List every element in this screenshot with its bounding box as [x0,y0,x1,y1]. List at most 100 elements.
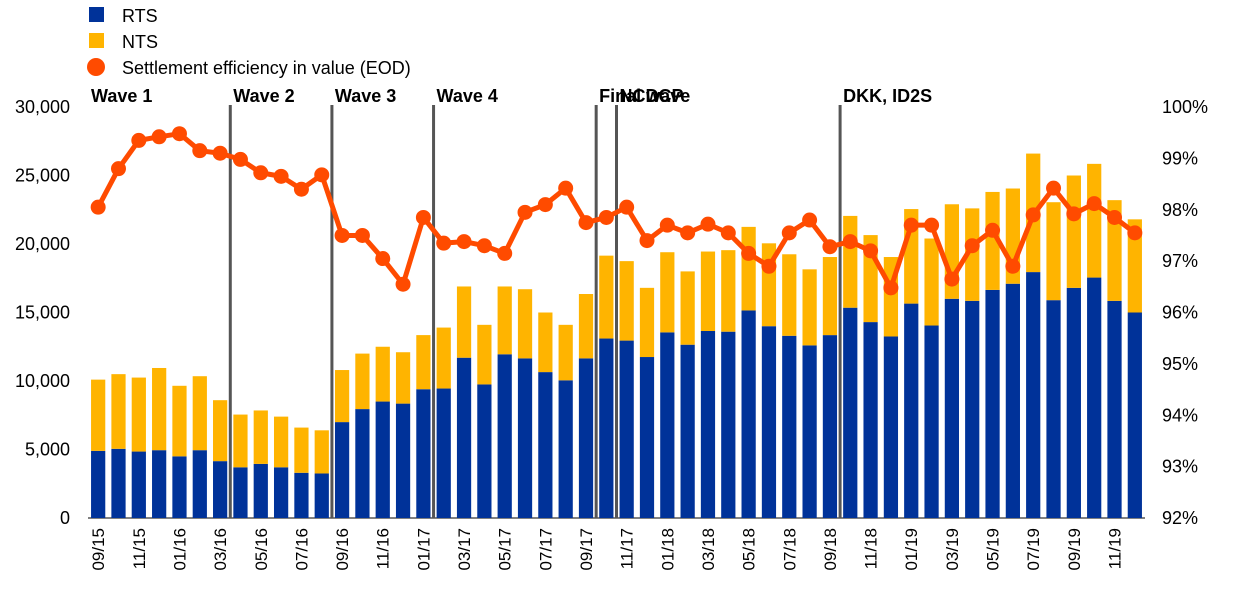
nts-bar [273,416,289,468]
efficiency-point [741,245,757,261]
rts-bar [721,331,736,518]
x-tick-label: 09/17 [577,528,596,571]
nts-bar [152,367,167,451]
efficiency-point [90,199,106,215]
y-left-tick-label: 0 [60,508,70,528]
nts-bar [822,257,838,336]
rts-bar [233,467,248,518]
nts-bar [965,208,980,301]
event-label: Wave 4 [437,86,498,106]
efficiency-point [110,161,126,177]
x-tick-label: 11/15 [130,528,149,569]
rts-bar [334,422,350,518]
nts-bar [334,370,350,423]
efficiency-point [619,199,635,215]
nts-bar [294,427,309,473]
nts-bar [1046,202,1061,301]
y-right-tick-label: 93% [1162,457,1198,477]
efficiency-point [761,258,777,274]
bars [91,153,1142,518]
rts-bar [1107,300,1122,518]
rts-bar [944,298,960,518]
rts-bar [924,325,939,518]
nts-bar [619,261,634,341]
x-tick-label: 09/16 [333,528,352,571]
rts-bar [172,456,187,518]
nts-bar [172,385,187,457]
efficiency-point [578,215,594,231]
nts-bar [192,376,207,451]
rts-bar [1066,287,1081,518]
legend-label: NTS [122,32,158,52]
efficiency-point [903,217,919,233]
nts-bar [639,287,655,358]
y-right-tick-label: 99% [1162,148,1198,168]
rts-bar [517,358,533,518]
legend-label: Settlement efficiency in value (EOD) [122,58,411,78]
efficiency-point [334,227,350,243]
efficiency-point [985,222,1001,238]
efficiency-point [944,271,960,287]
efficiency-point [883,280,899,296]
x-tick-label: 03/17 [455,528,474,571]
efficiency-point [131,132,147,148]
event-lines [228,105,842,518]
nts-bar [517,289,533,359]
rts-bar [1046,300,1061,518]
rts-bar [294,472,309,518]
rts-bar [538,372,553,518]
efficiency-point [1127,225,1143,241]
efficiency-point [1025,207,1041,223]
x-tick-label: 11/18 [862,528,881,569]
nts-bar [985,191,1000,290]
efficiency-point [781,225,797,241]
x-tick-label: 11/16 [374,528,393,569]
rts-bar [700,330,716,518]
x-tick-label: 05/16 [252,528,271,571]
nts-bar [111,374,126,449]
rts-bar [904,303,919,518]
y-left-tick-label: 25,000 [15,166,70,186]
y-right-tick-label: 94% [1162,405,1198,425]
nts-bar [721,250,736,332]
efficiency-point [232,151,248,167]
nts-bar [355,353,370,410]
legend-rts-swatch [89,7,104,22]
nts-bar [741,226,756,311]
rts-bar [152,450,167,518]
efficiency-point [822,239,838,255]
efficiency-point [171,126,187,142]
efficiency-point [192,143,208,159]
event-label: Wave 3 [335,86,396,106]
efficiency-point [436,235,452,251]
nts-bar [1066,175,1081,288]
efficiency-point [863,243,879,259]
x-tick-label: 05/19 [984,528,1003,571]
rts-bar [91,450,106,518]
nts-bar [538,312,553,373]
efficiency-point [273,168,289,184]
efficiency-point [1046,180,1062,196]
efficiency-point [375,251,391,267]
nts-bar [436,327,451,389]
x-tick-label: 09/15 [89,528,108,571]
nts-bar [233,414,248,468]
x-tick-label: 05/17 [496,528,515,571]
efficiency-point [253,165,269,181]
y-left-tick-label: 30,000 [15,97,70,117]
efficiency-point [395,276,411,292]
efficiency-point [1066,206,1082,222]
rts-bar [680,344,695,518]
rts-bar [131,451,146,518]
nts-bar [1087,163,1102,278]
efficiency-point [415,209,431,225]
rts-bar [375,401,390,518]
efficiency-point [700,216,716,232]
efficiency-point [598,209,614,225]
legend-label: RTS [122,6,158,26]
nts-bar [395,352,411,404]
rts-bar [273,467,289,518]
x-tick-label: 01/16 [170,528,189,571]
efficiency-point [639,233,655,249]
